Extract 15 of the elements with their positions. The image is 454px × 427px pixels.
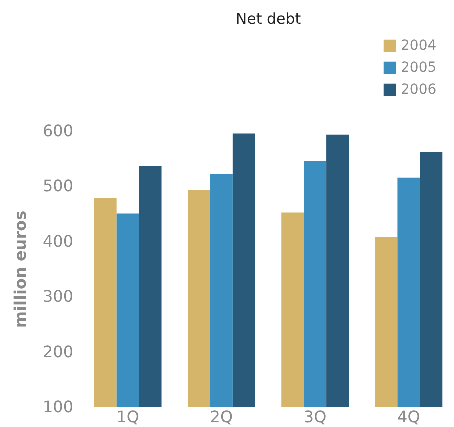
- x-tick-label: 1Q: [116, 408, 140, 426]
- legend-label: 2005: [401, 60, 437, 76]
- y-tick-label: 100: [42, 398, 74, 416]
- y-tick-label: 300: [42, 287, 74, 306]
- y-axis-title: million euros: [10, 210, 30, 328]
- y-tick-label: 500: [42, 176, 74, 196]
- legend-label: 2006: [401, 82, 437, 98]
- legend-label: 2004: [401, 38, 437, 54]
- x-tick-label: 2Q: [210, 408, 234, 426]
- y-tick-label: 600: [42, 122, 74, 140]
- y-tick-label: 200: [42, 342, 74, 362]
- x-tick-label: 3Q: [304, 408, 327, 426]
- chart-title: Net debt: [236, 10, 302, 28]
- y-tick-label: 400: [42, 232, 74, 251]
- x-tick-label: 4Q: [398, 408, 420, 426]
